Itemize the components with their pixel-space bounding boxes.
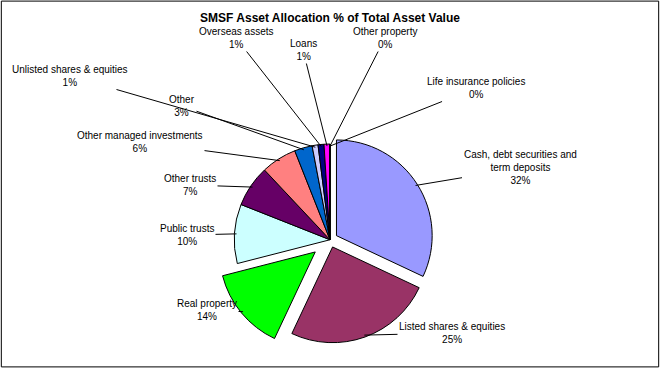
svg-text:Unlisted shares & equities1%: Unlisted shares & equities1% bbox=[12, 64, 128, 88]
svg-text:Listed shares & equities25%: Listed shares & equities25% bbox=[399, 321, 505, 345]
svg-text:Cash, debt securities andterm: Cash, debt securities andterm deposits32… bbox=[464, 149, 577, 186]
svg-text:Life insurance policies0%: Life insurance policies0% bbox=[427, 76, 525, 100]
svg-text:Other managed investments6%: Other managed investments6% bbox=[77, 130, 203, 154]
svg-text:Real property14%: Real property14% bbox=[177, 298, 237, 322]
svg-text:SMSF Asset Allocation % of Tot: SMSF Asset Allocation % of Total Asset V… bbox=[200, 11, 460, 25]
svg-text:Other property0%: Other property0% bbox=[353, 26, 417, 50]
svg-text:Other trusts7%: Other trusts7% bbox=[164, 173, 216, 197]
svg-text:Other3%: Other3% bbox=[169, 94, 195, 118]
svg-text:Loans1%: Loans1% bbox=[290, 38, 317, 62]
svg-text:Overseas assets1%: Overseas assets1% bbox=[199, 26, 273, 50]
svg-text:Public trusts10%: Public trusts10% bbox=[160, 223, 214, 247]
